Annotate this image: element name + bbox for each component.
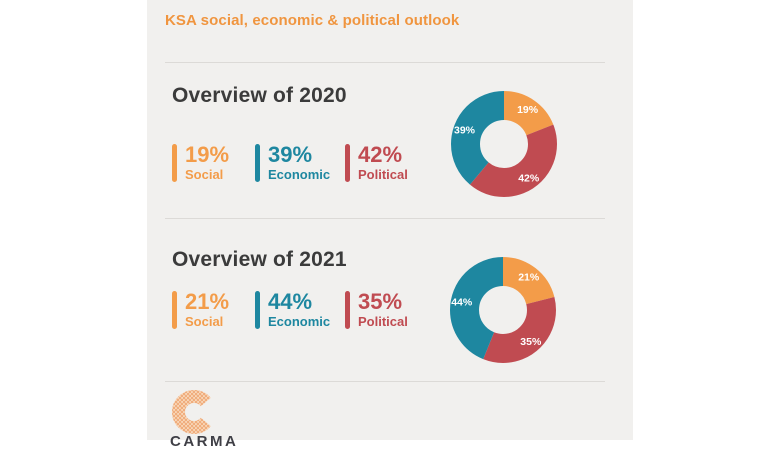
donut-segment-label: 35% <box>520 336 542 348</box>
stat-value: 44% <box>268 289 313 314</box>
stat-accent-bar <box>345 291 350 329</box>
stats-row-2020: 19% Social 39% Economic 42% Political <box>172 142 472 190</box>
brand-name: CARMA <box>170 433 239 450</box>
stat-value: 35% <box>358 289 403 314</box>
stat-social: 19% Social <box>172 142 230 183</box>
stat-value: 19% <box>185 142 230 167</box>
divider <box>165 62 605 63</box>
stat-label: Social <box>185 314 224 330</box>
donut-segment-label: 39% <box>454 124 476 136</box>
divider <box>165 218 605 219</box>
donut-segment-political <box>451 91 557 197</box>
stat-economic: 39% Economic <box>255 142 331 183</box>
stat-accent-bar <box>255 144 260 182</box>
donut-chart-2020: 19% 42% 39% <box>449 89 559 199</box>
stat-political: 35% Political <box>345 289 408 330</box>
infographic-card: KSA social, economic & political outlook… <box>147 0 633 450</box>
stat-label: Economic <box>268 167 331 183</box>
infographic-page: { "header": { "title": "KSA social, econ… <box>147 0 633 450</box>
donut-segment-label: 19% <box>517 104 539 116</box>
stat-social: 21% Social <box>172 289 230 330</box>
donut-segment-label: 21% <box>518 271 540 283</box>
donut-segment-political <box>450 257 556 363</box>
stat-accent-bar <box>172 291 177 329</box>
stat-political: 42% Political <box>345 142 408 183</box>
brand-logo-icon <box>171 389 217 435</box>
stat-label: Political <box>358 167 408 183</box>
c-logo-icon <box>172 390 211 434</box>
donut-chart-2021: 21% 35% 44% <box>448 255 558 365</box>
stats-row-2021: 21% Social 44% Economic 35% Political <box>172 289 472 337</box>
stat-value: 21% <box>185 289 230 314</box>
donut-segment-label: 44% <box>451 297 473 309</box>
page-title: KSA social, economic & political outlook <box>165 12 460 29</box>
stat-accent-bar <box>255 291 260 329</box>
donut-segment-economic <box>451 91 557 197</box>
stat-value: 42% <box>358 142 403 167</box>
stat-accent-bar <box>172 144 177 182</box>
section-heading-2021: Overview of 2021 <box>172 248 347 271</box>
stat-label: Social <box>185 167 224 183</box>
section-heading-2020: Overview of 2020 <box>172 84 347 107</box>
stat-value: 39% <box>268 142 313 167</box>
donut-segment-economic <box>450 257 556 363</box>
donut-segment-label: 42% <box>518 173 540 185</box>
stat-accent-bar <box>345 144 350 182</box>
stat-economic: 44% Economic <box>255 289 331 330</box>
stat-label: Political <box>358 314 408 330</box>
divider <box>165 381 605 382</box>
stat-label: Economic <box>268 314 331 330</box>
